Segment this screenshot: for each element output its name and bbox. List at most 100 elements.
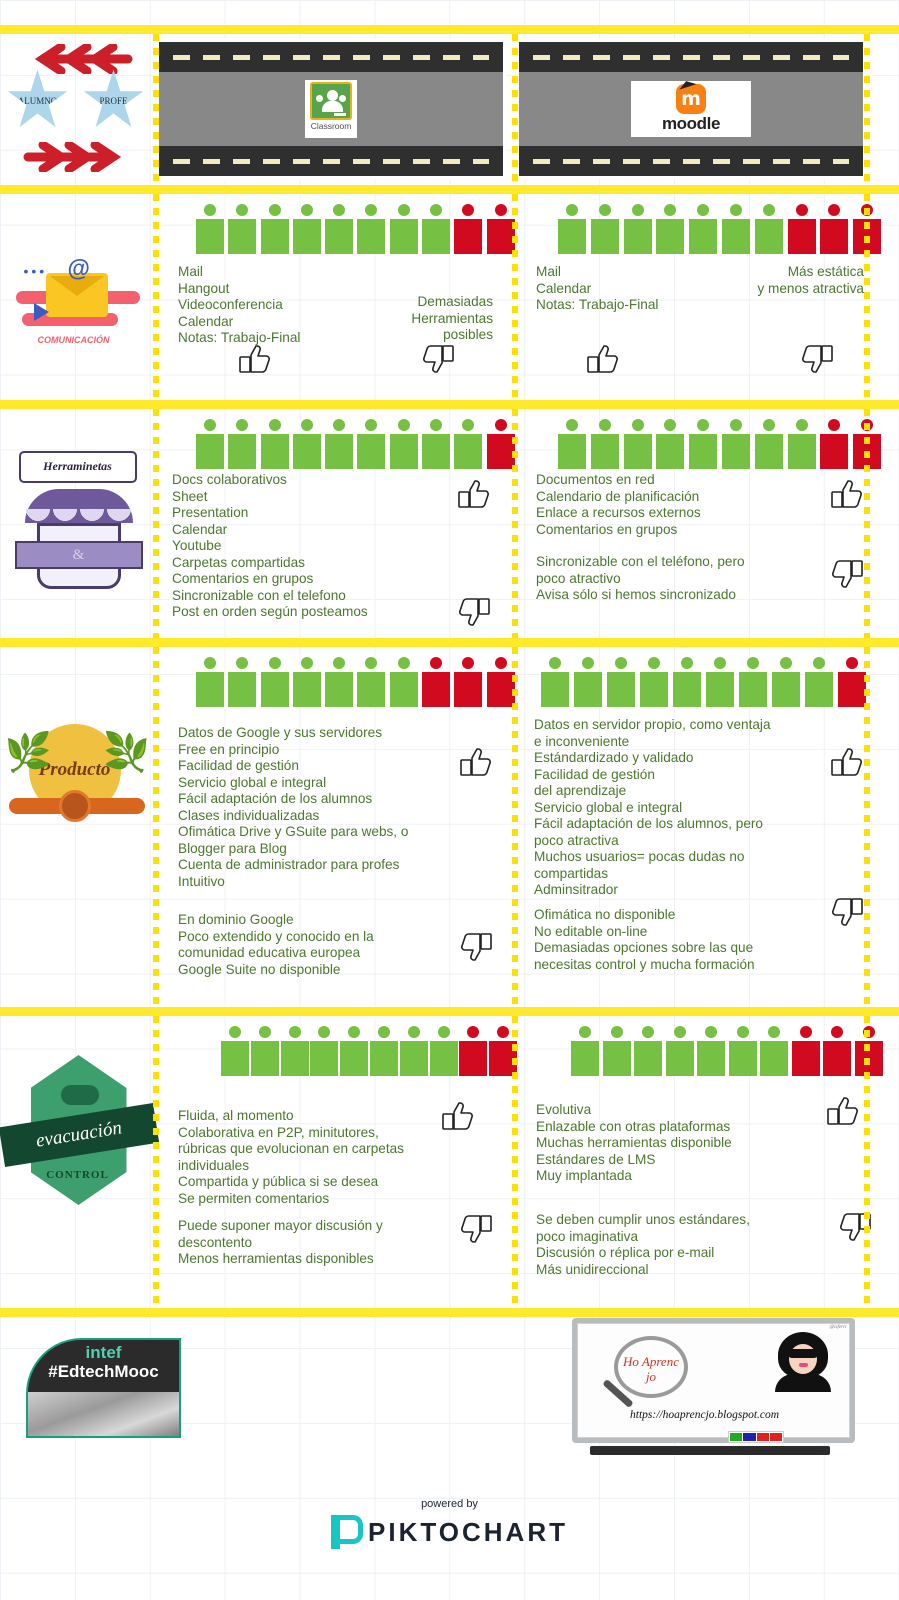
classroom-road-banner: Classroom bbox=[156, 39, 506, 179]
separator-left-4 bbox=[153, 647, 159, 1007]
cons-text: Post en orden según posteamos bbox=[172, 604, 368, 619]
producto-moodle-col: Datos en servidor propio, como ventaja e… bbox=[522, 647, 882, 1007]
arrow-left-icon bbox=[34, 43, 132, 74]
thumbs-up-icon bbox=[457, 479, 491, 509]
road-median-left: Classroom bbox=[159, 72, 503, 146]
play-icon bbox=[33, 303, 49, 321]
road-bottom-lane bbox=[159, 146, 503, 176]
people-bar-producto-right bbox=[522, 647, 882, 707]
herramientas-icon-cell: Herraminetas & bbox=[0, 409, 155, 638]
separator-right-3 bbox=[864, 409, 870, 638]
comunicacion-classroom-col: Mail Hangout Videoconferencia Calendar N… bbox=[160, 194, 515, 400]
thumbs-down-icon bbox=[830, 559, 864, 589]
edtechmooc-hashtag: #EdtechMooc bbox=[48, 1362, 159, 1381]
pros-text: Mail Hangout Videoconferencia Calendar N… bbox=[178, 264, 301, 345]
pros-text: Fluida, al momento Colaborativa en P2P, … bbox=[178, 1108, 404, 1206]
separator-left-1 bbox=[153, 34, 159, 185]
google-classroom-logo: Classroom bbox=[305, 80, 357, 138]
herramientas-label: Herraminetas bbox=[43, 459, 112, 473]
cons-text: Ofimática no disponible No editable on-l… bbox=[534, 907, 755, 972]
separator-left-2 bbox=[153, 194, 159, 400]
cons-text: Puede suponer mayor discusión y desconte… bbox=[178, 1218, 383, 1266]
separator-right-4 bbox=[864, 647, 870, 1007]
board-note: Ho Aprenc jo bbox=[623, 1354, 679, 1384]
profe-label: PROFE bbox=[99, 95, 128, 106]
separator-mid-5 bbox=[512, 1016, 518, 1308]
markers-icon bbox=[728, 1431, 784, 1443]
thumbs-down-icon bbox=[421, 344, 455, 374]
thumbs-down-icon bbox=[830, 897, 864, 927]
producto-label: Producto bbox=[38, 758, 111, 780]
thumbs-down-icon bbox=[459, 1214, 493, 1244]
separator-right-2 bbox=[864, 194, 870, 400]
separator-right-5 bbox=[864, 1016, 870, 1308]
herramientas-classroom-col: Docs colaborativos Sheet Presentation Ca… bbox=[160, 409, 515, 638]
separator-right-1 bbox=[864, 34, 870, 185]
producto-classroom-col: Datos de Google y sus servidores Free en… bbox=[160, 647, 515, 1007]
moodle-logo: m moodle bbox=[631, 78, 751, 137]
separator-mid-4 bbox=[512, 647, 518, 1007]
alumno-profe-graphic: ALUMNO PROFE bbox=[3, 40, 153, 180]
sunglasses-icon bbox=[788, 1349, 818, 1358]
herramientas-moodle-col: Documentos en red Calendario de planific… bbox=[522, 409, 882, 638]
thumbs-down-icon bbox=[838, 1212, 872, 1242]
pros-text: Datos de Google y sus servidores Free en… bbox=[178, 725, 409, 889]
evaluacion-icon-cell: evacuación CONTROL bbox=[0, 1016, 159, 1246]
thumbs-down-icon bbox=[459, 932, 493, 962]
producto-icon-cell: Producto 🌿 🌿 bbox=[0, 647, 155, 907]
pros-text: Evolutiva Enlazable con otras plataforma… bbox=[536, 1102, 732, 1183]
comunicacion-moodle-col: Mail Calendar Notas: Trabajo-Final Más e… bbox=[522, 194, 882, 400]
cons-text: Más estática y menos atractiva bbox=[757, 264, 864, 296]
avatar bbox=[775, 1332, 831, 1392]
at-sign-icon: @ bbox=[67, 255, 90, 281]
piktochart-wordmark: PIKTOCHART bbox=[368, 1516, 568, 1547]
intef-label: intef bbox=[85, 1343, 122, 1362]
thumbs-up-icon bbox=[238, 344, 272, 374]
rail-1 bbox=[0, 185, 899, 194]
row-comunicacion: ••• @ COMUNICACIÓN M bbox=[0, 194, 899, 400]
envelope-icon: ••• @ COMUNICACIÓN bbox=[8, 251, 148, 345]
rail-top bbox=[0, 25, 899, 34]
evaluacion-label: evacuación bbox=[34, 1117, 123, 1152]
people-bar-comunicacion-right bbox=[522, 194, 882, 254]
road-top-lane-2 bbox=[519, 42, 863, 72]
pros-text: Mail Calendar Notas: Trabajo-Final bbox=[536, 264, 659, 312]
evaluacion-classroom-col: Fluida, al momento Colaborativa en P2P, … bbox=[160, 1016, 518, 1308]
shop-stand-icon: Herraminetas & bbox=[3, 439, 153, 609]
intef-badge: intef #EdtechMooc bbox=[26, 1338, 181, 1438]
cons-text: En dominio Google Poco extendido y conoc… bbox=[178, 912, 374, 977]
pros-text: Documentos en red Calendario de planific… bbox=[536, 472, 701, 537]
arrow-right-icon bbox=[23, 141, 121, 172]
thumbs-down-icon bbox=[800, 344, 834, 374]
row-evaluacion: evacuación CONTROL Fluida, al momento Co… bbox=[0, 1016, 899, 1308]
row-producto: Producto 🌿 🌿 Datos de Google y sus s bbox=[0, 647, 899, 1007]
rail-4 bbox=[0, 1007, 899, 1016]
pros-text: Docs colaborativos Sheet Presentation Ca… bbox=[172, 472, 346, 603]
classroom-label: Classroom bbox=[310, 121, 352, 131]
magnifier-icon: Ho Aprenc jo bbox=[614, 1336, 688, 1398]
road-median-right: m moodle bbox=[519, 72, 863, 146]
piktochart-footer: powered by PIKTOCHART bbox=[0, 1498, 899, 1549]
typing-dots-icon: ••• bbox=[23, 263, 48, 279]
moodle-label: moodle bbox=[661, 114, 721, 133]
people-bar-evaluacion-left bbox=[160, 1016, 518, 1076]
people-bar-comunicacion-left bbox=[160, 194, 515, 254]
moodle-road-banner: m moodle bbox=[516, 39, 866, 179]
thumbs-up-icon bbox=[830, 747, 864, 777]
separator-left-3 bbox=[153, 409, 159, 638]
rail-2 bbox=[0, 400, 899, 409]
powered-by-label: powered by bbox=[421, 1498, 478, 1510]
blog-url: https://hoaprencjo.blogspot.com bbox=[630, 1409, 780, 1421]
whiteboard-graphic: Ho Aprenc jo @isferrc https://hoaprencjo… bbox=[572, 1318, 855, 1455]
people-bar-producto-left bbox=[160, 647, 515, 707]
shield-badge-icon: evacuación CONTROL bbox=[0, 1041, 159, 1221]
separator-mid-2 bbox=[512, 194, 518, 400]
cons-text: Se deben cumplir unos estándares, poco i… bbox=[536, 1212, 750, 1277]
people-bar-evaluacion-right bbox=[522, 1016, 883, 1076]
star-alumno: ALUMNO bbox=[7, 69, 68, 128]
moodle-mark-icon: m bbox=[676, 78, 706, 114]
students-photo bbox=[28, 1392, 179, 1436]
evaluacion-moodle-col: Evolutiva Enlazable con otras plataforma… bbox=[522, 1016, 883, 1308]
separator-mid-3 bbox=[512, 409, 518, 638]
thumbs-up-icon bbox=[586, 344, 620, 374]
